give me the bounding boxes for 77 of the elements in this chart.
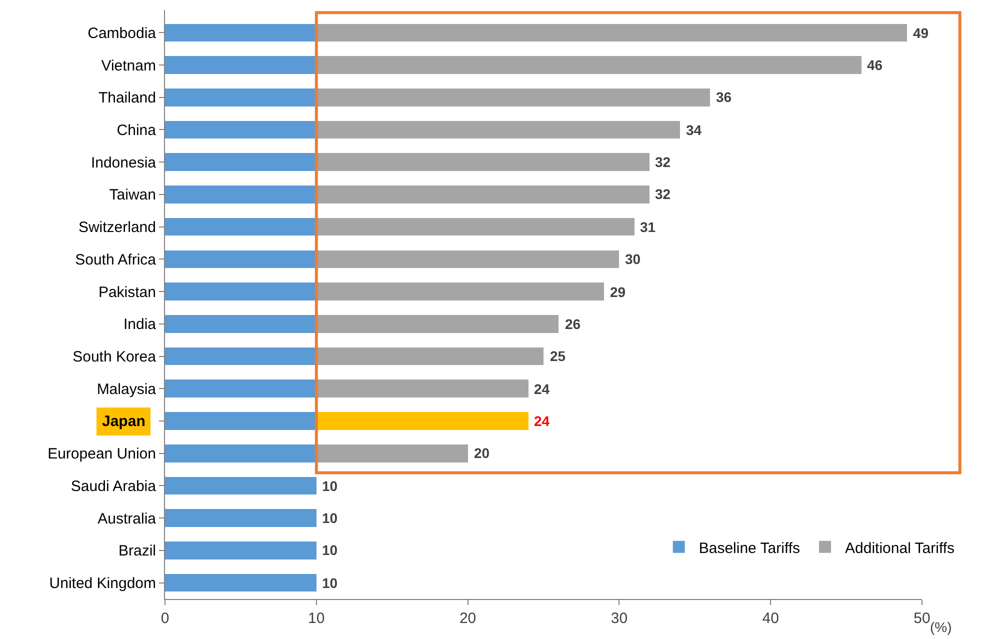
bar xyxy=(316,347,544,366)
bar xyxy=(316,315,559,333)
bar xyxy=(165,476,316,495)
bar xyxy=(165,186,316,204)
y-tick-label: Saudi Arabia xyxy=(70,478,157,495)
y-tick-label: South Korea xyxy=(72,348,157,366)
bar xyxy=(165,24,316,42)
bar xyxy=(316,153,650,171)
bar xyxy=(316,380,528,398)
bar xyxy=(165,153,316,171)
total-label: 36 xyxy=(716,89,732,105)
bar xyxy=(165,218,316,236)
bar xyxy=(165,574,316,592)
bar xyxy=(316,250,620,268)
bar xyxy=(316,88,710,106)
bar xyxy=(316,56,862,74)
bar xyxy=(165,542,316,560)
y-tick-label: Brazil xyxy=(118,542,156,560)
bar xyxy=(316,444,468,462)
total-label: 25 xyxy=(550,348,566,364)
bar xyxy=(165,120,316,139)
total-label: 32 xyxy=(655,154,671,170)
y-tick-label: India xyxy=(123,316,157,334)
y-tick-label: Switzerland xyxy=(78,219,156,236)
total-label: 10 xyxy=(322,542,338,558)
y-tick-label: Japan xyxy=(102,413,146,430)
x-tick-label: 20 xyxy=(459,610,476,627)
total-label: 26 xyxy=(565,316,581,332)
total-label: 49 xyxy=(913,25,929,41)
y-tick-label: Pakistan xyxy=(98,284,156,301)
x-tick-label: 30 xyxy=(610,610,628,627)
total-label: 24 xyxy=(534,381,550,397)
y-tick-label: China xyxy=(116,122,157,139)
bar xyxy=(316,218,634,236)
bar xyxy=(165,56,316,74)
bar xyxy=(165,250,316,268)
total-label: 10 xyxy=(322,510,338,526)
bar xyxy=(165,88,316,106)
total-label: 10 xyxy=(322,478,338,494)
total-label: 32 xyxy=(655,186,671,202)
bar xyxy=(316,24,907,42)
legend-label: Additional Tariffs xyxy=(845,540,955,557)
bar xyxy=(165,347,316,366)
bar xyxy=(316,412,528,430)
total-label: 24 xyxy=(534,413,550,429)
x-tick-label: 0 xyxy=(160,610,170,627)
bar xyxy=(165,509,316,527)
bar xyxy=(165,412,316,430)
y-tick-label: Indonesia xyxy=(90,154,157,172)
y-tick-label: Australia xyxy=(98,510,157,528)
y-tick-label: European Union xyxy=(48,446,156,463)
bar xyxy=(316,186,650,204)
total-label: 29 xyxy=(610,284,626,300)
total-label: 20 xyxy=(474,445,490,461)
total-label: 34 xyxy=(686,122,702,138)
bar xyxy=(316,120,680,139)
x-tick-label: 10 xyxy=(308,610,325,627)
y-tick-label: Vietnam xyxy=(101,57,156,74)
y-tick-label: Malaysia xyxy=(96,380,157,398)
y-tick-label: South Africa xyxy=(75,251,157,268)
bar xyxy=(316,282,604,300)
y-tick-label: Taiwan xyxy=(109,186,156,204)
bar xyxy=(165,380,316,398)
total-label: 46 xyxy=(867,57,883,73)
y-tick-label: Thailand xyxy=(98,90,156,107)
total-label: 10 xyxy=(322,575,338,591)
y-tick-label: Cambodia xyxy=(88,24,157,42)
bar xyxy=(165,315,316,333)
x-tick-label: 50 xyxy=(914,610,930,627)
y-tick-label: United Kingdom xyxy=(49,575,156,592)
bar xyxy=(165,444,316,462)
total-label: 31 xyxy=(640,219,656,235)
x-axis-title: (%) xyxy=(930,619,952,635)
legend-label: Baseline Tariffs xyxy=(698,540,800,557)
total-label: 30 xyxy=(625,251,641,267)
x-tick-label: 40 xyxy=(762,610,779,627)
bar xyxy=(165,282,316,300)
